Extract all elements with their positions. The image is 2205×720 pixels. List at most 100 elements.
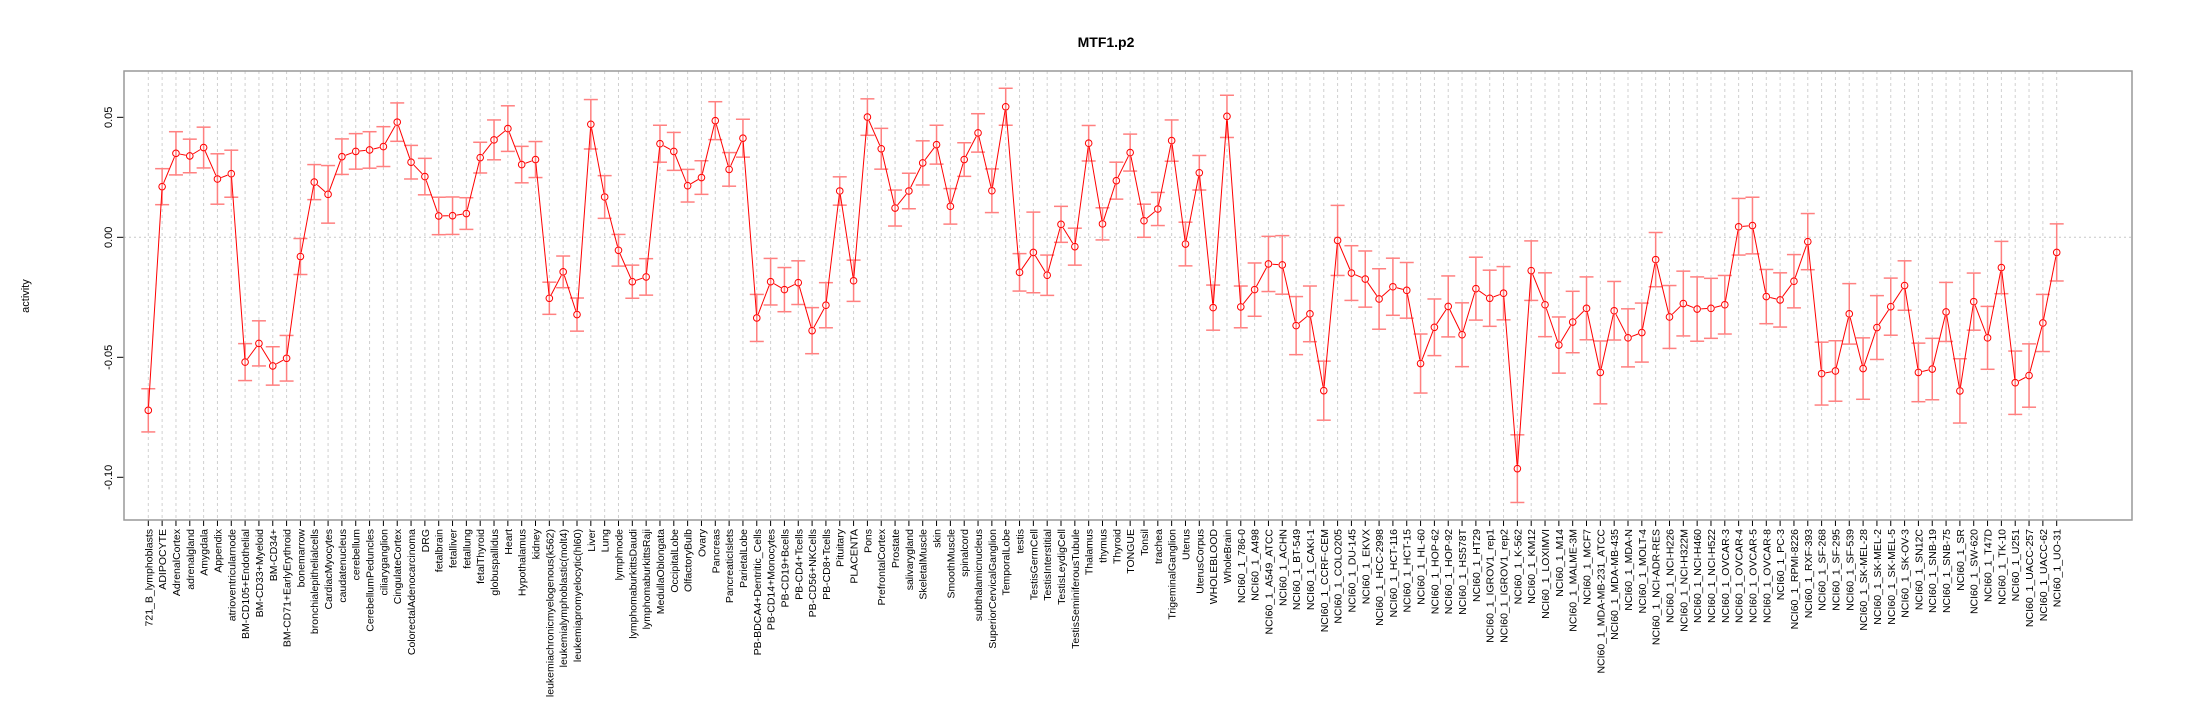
x-tick-label: NCI60_1_SF-295	[1830, 529, 1842, 611]
line-segment	[1892, 288, 1903, 304]
x-tick-label: NCI60_1_PC-3	[1775, 529, 1787, 600]
data-point	[1333, 236, 1342, 245]
x-tick-label: NCI60_1_HCT-15	[1402, 529, 1414, 613]
line-segment	[924, 147, 935, 161]
data-point	[421, 172, 429, 181]
x-tick-label: NCI60_1_MCF7	[1582, 529, 1594, 605]
data-point	[628, 277, 637, 286]
line-segment	[525, 160, 532, 164]
x-tick-label: ParietalLobe	[738, 529, 750, 588]
data-point	[711, 116, 720, 125]
x-tick-label: PrefrontalCortex	[876, 528, 888, 605]
line-segment	[951, 163, 964, 203]
line-segment	[1062, 227, 1074, 244]
data-point	[1001, 102, 1010, 111]
data-point	[462, 209, 471, 218]
x-tick-label: DRG	[420, 529, 432, 552]
data-point	[1513, 464, 1522, 473]
line-segment	[2018, 376, 2026, 382]
line-segment	[563, 275, 577, 311]
data-point	[1665, 313, 1674, 321]
data-point	[808, 326, 816, 335]
x-tick-label: NCI60_1_K-562	[1512, 529, 1524, 604]
x-tick-label: NCI60_1_NCI-H322M	[1678, 529, 1690, 632]
x-tick-label: NCI60_1_OVCAR-5	[1747, 529, 1759, 623]
data-point	[1444, 302, 1453, 311]
data-point	[393, 118, 402, 126]
x-tick-label: PB-CD56+NKCells	[807, 529, 819, 617]
y-tick-label: -0.05	[103, 345, 115, 370]
line-segment	[1782, 284, 1792, 298]
series-activity	[141, 87, 2064, 504]
x-tick-label: Thyroid	[1111, 529, 1123, 564]
data-point	[227, 169, 236, 178]
x-tick-label: adrenalgland	[185, 529, 197, 590]
line-segment	[1742, 225, 1749, 227]
line-segment	[1021, 255, 1032, 270]
y-axis: 0.05 0.00 -0.05 -0.10	[103, 107, 124, 490]
line-segment	[868, 120, 881, 146]
data-point	[1914, 368, 1923, 377]
data-point	[835, 187, 844, 195]
data-point	[1043, 271, 1051, 280]
y-tick-label: 0.00	[103, 227, 115, 248]
x-tick-label: globuspallidus	[489, 529, 501, 596]
x-tick-label: PB-CD8+Tcells	[821, 529, 833, 600]
data-point	[172, 149, 180, 158]
x-tick-label: AdrenalCortex	[171, 528, 183, 596]
line-segment	[1575, 310, 1585, 320]
data-point	[517, 160, 526, 169]
line-segment	[1974, 305, 1987, 335]
data-point	[1057, 220, 1065, 229]
x-tick-label: CingulateCortex	[392, 528, 404, 604]
x-tick-label: NCI60_1_OVCAR-8	[1761, 529, 1773, 623]
x-tick-label: NCI60_1_SK-MEL-28	[1858, 529, 1870, 631]
x-tick-label: PLACENTA	[849, 529, 861, 584]
data-point	[1859, 364, 1867, 373]
x-tick-label: caudatenucleus	[337, 529, 349, 603]
x-tick-label: NCI60_1_OVCAR-3	[1720, 529, 1732, 623]
data-point	[1707, 304, 1715, 313]
line-segment	[1226, 120, 1241, 303]
x-tick-label: TestisInterstitial	[1042, 529, 1054, 601]
line-segment	[345, 152, 353, 156]
data-point	[1568, 318, 1577, 326]
data-point	[1762, 292, 1771, 301]
line-segment	[1794, 245, 1807, 278]
data-point	[863, 113, 872, 121]
x-tick-label: NCI60_1_MDA-MB-435	[1609, 529, 1621, 640]
line-segment	[1338, 243, 1351, 270]
data-point	[1389, 282, 1397, 291]
data-point	[932, 140, 941, 149]
x-tick-label: NCI60_1_MOLT-4	[1637, 529, 1649, 614]
line-segment	[316, 184, 326, 193]
line-segment	[1752, 229, 1767, 293]
line-segment	[1103, 184, 1116, 221]
data-point	[1264, 260, 1273, 268]
line-segment	[1615, 314, 1627, 335]
x-tick-label: TONGUE	[1125, 529, 1137, 574]
x-tick-label: NCI60_1_HOP-92	[1443, 529, 1455, 614]
data-point	[185, 152, 194, 160]
line-segment	[576, 128, 592, 311]
data-point	[434, 212, 443, 220]
x-tick-label: NCI60_1_SF-539	[1844, 529, 1856, 611]
x-tick-label: NCI60_1_M14	[1554, 529, 1566, 597]
data-point	[1610, 306, 1618, 315]
line-segment	[1478, 290, 1487, 297]
x-tick-label: NCI60_1_SNB-19	[1927, 529, 1939, 613]
x-tick-label: NCI60_1_LOXIMVI	[1540, 529, 1552, 619]
line-segment	[1035, 255, 1046, 273]
line-segment	[1878, 309, 1889, 325]
data-point	[338, 152, 346, 161]
data-point	[725, 165, 733, 174]
data-point	[504, 124, 512, 133]
data-point	[1790, 277, 1798, 286]
x-tick-label: leukemiachronicmyelogenous(k562)	[544, 529, 556, 697]
line-segment	[1146, 211, 1156, 219]
data-point	[158, 182, 166, 191]
data-point	[1873, 323, 1881, 332]
x-tick-label: NCI60_1_HT29	[1471, 529, 1483, 602]
data-point	[974, 129, 982, 137]
data-point	[1278, 261, 1287, 269]
